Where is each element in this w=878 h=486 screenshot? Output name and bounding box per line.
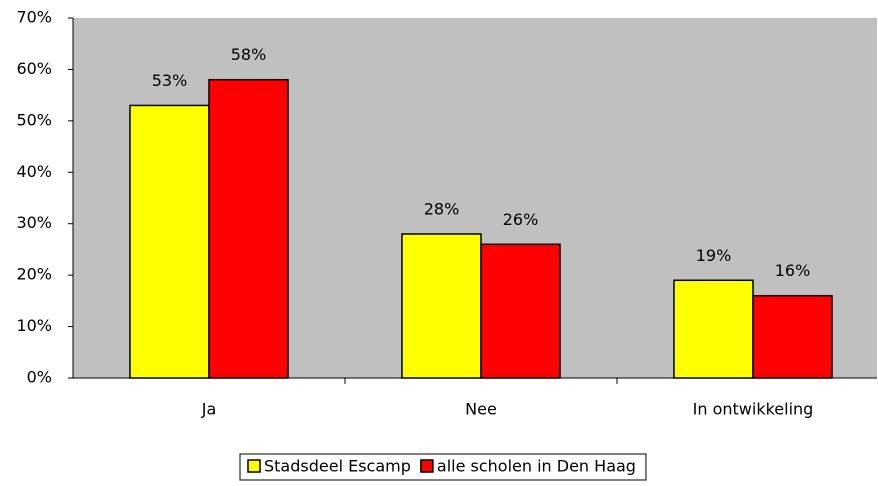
- value-label: 53%: [152, 71, 188, 90]
- y-tick-label: 20%: [16, 265, 52, 284]
- y-tick-label: 10%: [16, 316, 52, 335]
- bar: [401, 233, 482, 379]
- y-tick-label: 40%: [16, 162, 52, 181]
- value-label: 26%: [503, 210, 539, 229]
- x-tick-label: In ontwikkeling: [693, 400, 814, 419]
- y-tick-label: 50%: [16, 110, 52, 129]
- bar: [752, 294, 833, 379]
- legend-swatch: [420, 459, 434, 473]
- value-label: 16%: [775, 261, 811, 280]
- legend-swatch: [247, 459, 261, 473]
- value-label: 28%: [424, 200, 460, 219]
- x-tick-label: Nee: [465, 400, 497, 419]
- bar: [673, 279, 754, 379]
- y-tick-label: 60%: [16, 59, 52, 78]
- bar: [129, 104, 210, 379]
- y-tick-label: 0%: [27, 368, 52, 387]
- bar: [208, 78, 289, 379]
- x-tick-label: Ja: [201, 400, 217, 419]
- bar: [480, 243, 561, 379]
- legend-label: Stadsdeel Escamp: [264, 457, 411, 476]
- y-tick-label: 70%: [16, 8, 52, 27]
- value-label: 19%: [696, 246, 732, 265]
- y-tick-label: 30%: [16, 213, 52, 232]
- legend: [239, 453, 647, 481]
- legend-label: alle scholen in Den Haag: [437, 457, 636, 476]
- value-label: 58%: [231, 45, 267, 64]
